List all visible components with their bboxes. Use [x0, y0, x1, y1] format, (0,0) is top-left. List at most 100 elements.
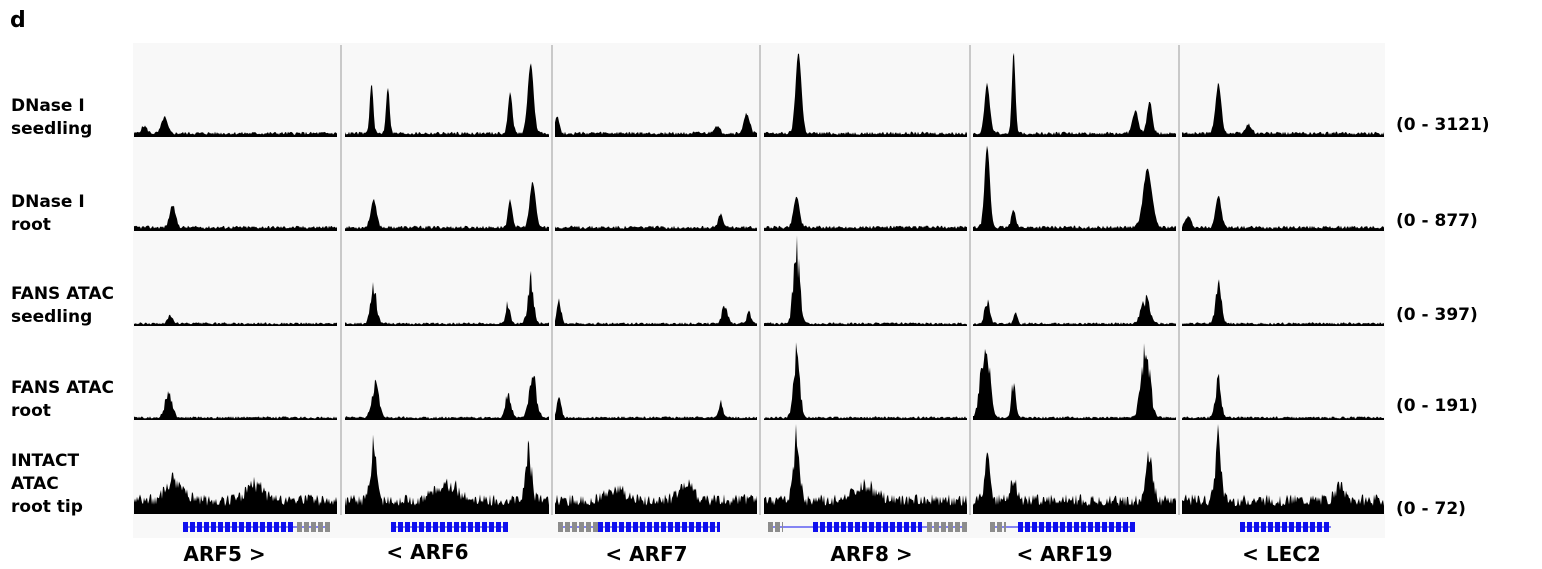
gene-exon	[579, 522, 584, 532]
gene-exon	[274, 522, 279, 532]
gene-exon	[948, 522, 953, 532]
gene-exon	[586, 522, 591, 532]
signal-track	[973, 294, 1176, 326]
gene-exon	[1039, 522, 1044, 532]
gene-exon	[689, 522, 694, 532]
gene-exon	[848, 522, 853, 532]
signal-layer	[134, 52, 1384, 514]
gene-exon	[225, 522, 230, 532]
gene-exon	[598, 522, 603, 532]
gene-exon	[1095, 522, 1100, 532]
gene-exon	[391, 522, 396, 532]
gene-exon	[1324, 522, 1329, 532]
track-label-fans-seedling: FANS ATAC seedling	[11, 284, 114, 327]
signal-track	[134, 472, 337, 514]
gene-exon	[1261, 522, 1266, 532]
gene-exon	[710, 522, 715, 532]
gene-exon	[1109, 522, 1114, 532]
gene-exon	[668, 522, 673, 532]
track-label-dnase-seedling: DNase I seedling	[11, 96, 93, 139]
gene-exon	[1303, 522, 1308, 532]
gene-exon	[461, 522, 466, 532]
gene-exon	[246, 522, 251, 532]
signal-track	[973, 52, 1176, 137]
gene-exon	[1116, 522, 1121, 532]
gene-exon	[190, 522, 195, 532]
signal-track	[134, 116, 337, 137]
gene-exon	[675, 522, 680, 532]
gene-exon	[1130, 522, 1135, 532]
signal-track	[973, 343, 1176, 420]
gene-exon	[253, 522, 258, 532]
track-range-fans-seedling: (0 - 397)	[1396, 305, 1478, 325]
gene-exon	[1240, 522, 1245, 532]
gene-label-arf7: < ARF7	[605, 542, 688, 566]
gene-exon	[1310, 522, 1315, 532]
gene-label-arf5: ARF5 >	[183, 542, 266, 566]
gene-exon	[890, 522, 895, 532]
gene-exon	[1018, 522, 1023, 532]
gene-models	[183, 522, 1331, 532]
gene-exon	[260, 522, 265, 532]
gene-exon	[412, 522, 417, 532]
gene-exon	[927, 522, 932, 532]
gene-exon	[647, 522, 652, 532]
track-range-dnase-root: (0 - 877)	[1396, 211, 1478, 231]
gene-exon	[297, 522, 302, 532]
gene-exon	[565, 522, 570, 532]
gene-exon	[1275, 522, 1280, 532]
signal-track	[134, 314, 337, 326]
gene-exon	[496, 522, 501, 532]
gene-exon	[941, 522, 946, 532]
gene-exon	[883, 522, 888, 532]
gene-label-arf19: < ARF19	[1016, 542, 1113, 566]
gene-exon	[1268, 522, 1273, 532]
gene-exon	[1053, 522, 1058, 532]
signal-track	[973, 145, 1176, 231]
gene-exon	[419, 522, 424, 532]
gene-exon	[1081, 522, 1086, 532]
gene-exon	[183, 522, 188, 532]
gene-exon	[827, 522, 832, 532]
gene-exon	[682, 522, 687, 532]
gene-exon	[841, 522, 846, 532]
gene-exon	[211, 522, 216, 532]
signal-track	[345, 270, 549, 326]
gene-exon	[1254, 522, 1259, 532]
gene-exon	[640, 522, 645, 532]
gene-exon	[1074, 522, 1079, 532]
gene-exon	[1025, 522, 1030, 532]
signal-track	[973, 450, 1176, 514]
gene-exon	[281, 522, 286, 532]
signal-track	[345, 375, 549, 420]
gene-exon	[696, 522, 701, 532]
gene-exon	[288, 522, 293, 532]
gene-exon	[855, 522, 860, 532]
gene-exon	[717, 522, 720, 532]
gene-exon	[605, 522, 610, 532]
gene-exon	[440, 522, 445, 532]
gene-exon	[468, 522, 473, 532]
gene-exon	[503, 522, 508, 532]
gene-exon	[325, 522, 330, 532]
signal-track	[555, 213, 757, 231]
gene-exon	[318, 522, 323, 532]
track-range-fans-root: (0 - 191)	[1396, 396, 1478, 416]
signal-track	[555, 112, 757, 137]
column-dividers	[340, 45, 1180, 515]
gene-exon	[398, 522, 403, 532]
gene-exon	[433, 522, 438, 532]
gene-exon	[1247, 522, 1252, 532]
gene-exon	[1004, 522, 1006, 532]
track-range-intact-root-tip: (0 - 72)	[1396, 499, 1466, 519]
gene-exon	[239, 522, 244, 532]
tracks-background	[133, 43, 1385, 538]
gene-exon	[197, 522, 202, 532]
signal-track	[345, 63, 549, 137]
gene-exon	[869, 522, 874, 532]
gene-exon	[862, 522, 867, 532]
gene-exon	[405, 522, 410, 532]
gene-exon	[1102, 522, 1107, 532]
gene-exon	[612, 522, 617, 532]
